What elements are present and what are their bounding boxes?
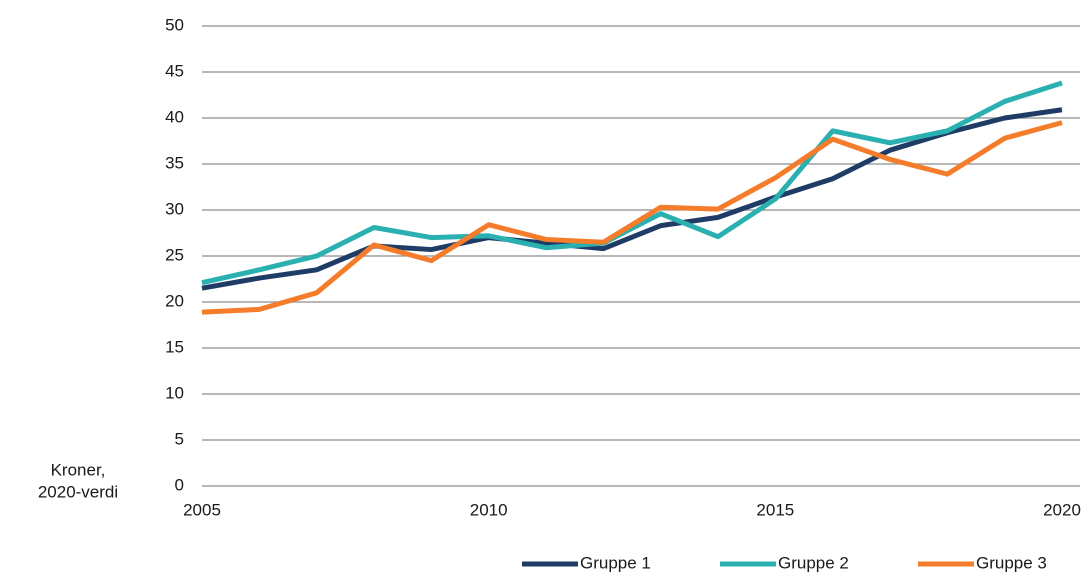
x-tick-label: 2020: [1043, 500, 1081, 519]
y-tick-label: 15: [165, 337, 184, 356]
series-line: [201, 120, 1063, 315]
x-tick-label: 2005: [183, 500, 221, 519]
y-tick-label: 20: [165, 291, 184, 310]
legend-label: Gruppe 2: [778, 553, 849, 572]
y-tick-label: 10: [165, 383, 184, 402]
legend-label: Gruppe 1: [580, 553, 651, 572]
y-tick-label: 40: [165, 107, 184, 126]
y-tick-label: 50: [165, 15, 184, 34]
legend-label: Gruppe 3: [976, 553, 1047, 572]
y-tick-label: 0: [175, 475, 184, 494]
series-line: [201, 107, 1063, 291]
y-tick-label: 25: [165, 245, 184, 264]
y-axis-label: 2020-verdi: [38, 482, 118, 501]
y-tick-label: 5: [175, 429, 184, 448]
y-tick-label: 45: [165, 61, 184, 80]
y-tick-label: 30: [165, 199, 184, 218]
x-tick-label: 2010: [470, 500, 508, 519]
y-tick-label: 35: [165, 153, 184, 172]
y-axis-label: Kroner,: [51, 460, 106, 479]
series-line: [201, 80, 1063, 286]
x-tick-label: 2015: [756, 500, 794, 519]
